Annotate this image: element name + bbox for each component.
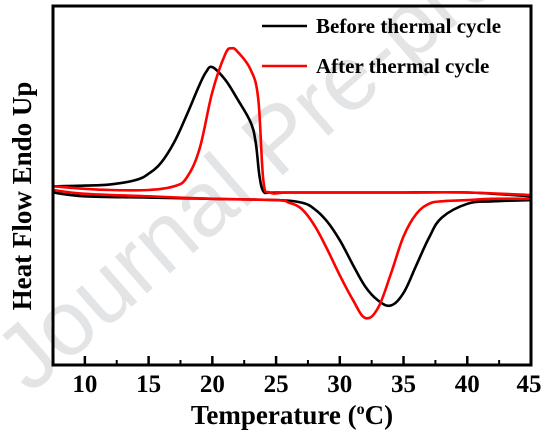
legend-label-after-thermal-cycle: After thermal cycle bbox=[316, 54, 489, 78]
x-tick-label-10: 10 bbox=[72, 371, 97, 398]
plot-frame bbox=[51, 4, 533, 367]
x-tick-label-40: 40 bbox=[455, 371, 480, 398]
x-axis-title: Temperature (oC) bbox=[191, 400, 393, 430]
legend-label-before-thermal-cycle: Before thermal cycle bbox=[316, 14, 501, 38]
y-axis-title: Heat Flow Endo Up bbox=[7, 82, 37, 311]
legend: Before thermal cycle After thermal cycle bbox=[262, 14, 501, 78]
x-axis-tick-labels: 10 15 20 25 30 35 40 45 bbox=[72, 371, 541, 398]
x-axis-ticks bbox=[83, 356, 533, 365]
x-axis-title-unit: C) bbox=[365, 400, 394, 430]
x-tick-label-20: 20 bbox=[200, 371, 225, 398]
x-tick-label-15: 15 bbox=[136, 371, 161, 398]
x-tick-label-35: 35 bbox=[391, 371, 416, 398]
x-axis-title-main: Temperature ( bbox=[191, 400, 357, 430]
series-line-after-thermal-cycle-heating bbox=[52, 46, 532, 197]
x-tick-label-45: 45 bbox=[517, 371, 542, 398]
plot-lines bbox=[52, 46, 532, 320]
x-tick-label-25: 25 bbox=[264, 371, 289, 398]
x-tick-label-30: 30 bbox=[327, 371, 352, 398]
x-axis-title-degree: o bbox=[357, 401, 365, 418]
series-line-after-thermal-cycle-cooling bbox=[52, 188, 532, 320]
